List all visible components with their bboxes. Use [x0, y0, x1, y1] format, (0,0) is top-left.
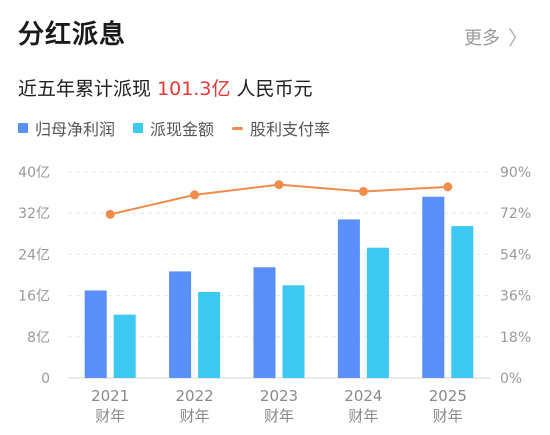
y-left-tick-label: 32亿	[18, 206, 50, 222]
bar-dividend-amount	[366, 247, 389, 378]
bar-dividend-amount	[282, 285, 305, 378]
bar-dividend-amount	[113, 314, 136, 378]
legend-swatch-payout-ratio	[232, 126, 244, 130]
more-label: 更多	[464, 27, 500, 49]
legend-item-net-profit[interactable]: 归母净利润	[18, 116, 115, 140]
summary-suffix: 人民币元	[236, 78, 313, 100]
y-left-tick-label: 8亿	[27, 330, 50, 346]
x-tick-label: 2024	[344, 387, 382, 405]
y-left-tick-label: 0	[41, 371, 50, 387]
legend-label-net-profit: 归母净利润	[35, 120, 116, 139]
bar-dividend-amount	[451, 226, 474, 378]
dividend-summary: 近五年累计派现 101.3亿 人民币元	[18, 74, 313, 101]
y-right-tick-label: 36%	[500, 289, 531, 305]
legend-swatch-dividend-amount	[133, 123, 144, 133]
x-tick-label: 2023	[260, 387, 298, 405]
point-payout-ratio	[274, 180, 284, 190]
x-tick-sublabel: 财年	[433, 407, 463, 425]
chart-legend: 归母净利润 派现金额 股利支付率	[18, 116, 330, 140]
section-title: 分红派息	[18, 20, 127, 50]
x-tick-label: 2025	[429, 387, 467, 405]
point-payout-ratio	[443, 182, 453, 192]
legend-swatch-net-profit	[18, 123, 28, 133]
legend-label-dividend-amount: 派现金额	[150, 120, 215, 139]
summary-amount: 101.3亿	[157, 78, 231, 100]
y-right-tick-label: 18%	[500, 330, 531, 346]
point-payout-ratio	[105, 209, 115, 219]
x-tick-sublabel: 财年	[180, 407, 210, 425]
x-tick-sublabel: 财年	[264, 407, 294, 425]
bar-net-profit	[253, 267, 276, 378]
legend-item-payout-ratio[interactable]: 股利支付率	[232, 116, 330, 140]
x-tick-label: 2022	[176, 387, 214, 405]
y-left-tick-label: 24亿	[18, 247, 50, 263]
y-right-tick-label: 54%	[500, 247, 531, 263]
bar-net-profit	[422, 196, 445, 378]
y-left-tick-label: 16亿	[18, 289, 50, 305]
legend-label-payout-ratio: 股利支付率	[250, 120, 331, 139]
y-right-tick-label: 72%	[500, 206, 531, 222]
bar-dividend-amount	[198, 291, 221, 378]
bar-net-profit	[169, 271, 192, 378]
bar-net-profit	[84, 290, 107, 378]
point-payout-ratio	[190, 190, 200, 200]
legend-item-dividend-amount[interactable]: 派现金额	[133, 116, 214, 140]
chevron-right-icon: 〉	[508, 26, 528, 50]
x-tick-sublabel: 财年	[348, 407, 378, 425]
more-link[interactable]: 更多 〉	[464, 22, 528, 51]
y-right-tick-label: 0%	[500, 371, 522, 387]
dividend-chart: 0 0% 8亿 18% 16亿 36% 24亿 54% 32亿 72% 40亿 90% 2021 财年 20…	[18, 165, 531, 425]
section-header: 分红派息 更多 〉	[0, 0, 550, 70]
x-tick-label: 2021	[91, 387, 129, 405]
y-left-tick-label: 40亿	[18, 165, 50, 181]
summary-prefix: 近五年累计派现	[18, 78, 152, 100]
x-tick-sublabel: 财年	[95, 407, 125, 425]
y-right-tick-label: 90%	[500, 165, 531, 181]
bar-net-profit	[337, 219, 360, 378]
point-payout-ratio	[358, 186, 368, 196]
